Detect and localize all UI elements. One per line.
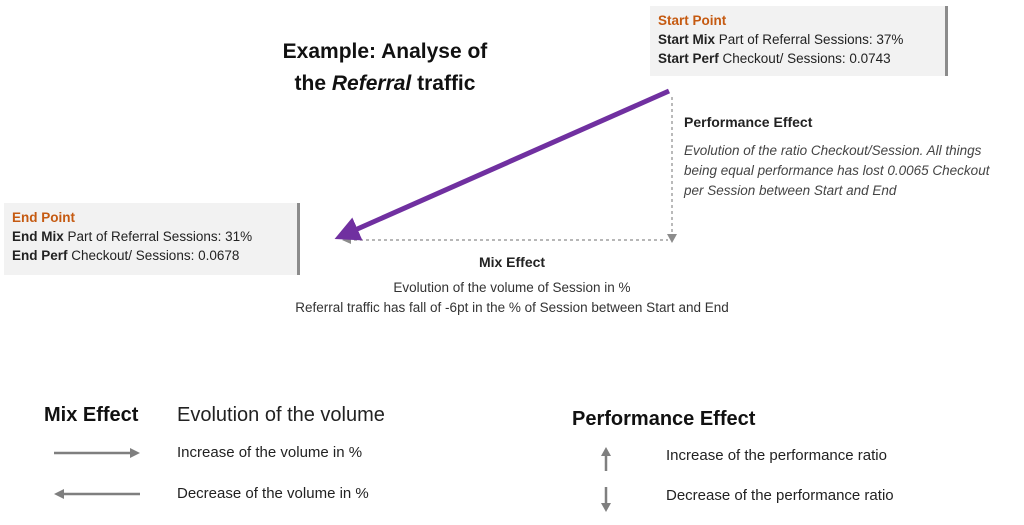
mix-effect-line-2: Referral traffic has fall of -6pt in the… (295, 300, 729, 315)
legend-mix-title: Mix Effect (44, 404, 139, 426)
start-point-box: Start Point Start Mix Part of Referral S… (650, 6, 948, 76)
legend-mix-decrease: Decrease of the volume in % (177, 485, 369, 502)
end-mix-line: End Mix Part of Referral Sessions: 31% (12, 229, 253, 244)
right-arrow-icon (54, 448, 140, 458)
end-perf-line: End Perf Checkout/ Sessions: 0.0678 (12, 248, 240, 263)
title-line-2: the Referral traffic (294, 72, 476, 95)
legend-perf-decrease: Decrease of the performance ratio (666, 487, 894, 504)
main-evolution-arrow (334, 88, 671, 241)
mix-dashed-arrowhead (342, 236, 351, 244)
start-mix-line: Start Mix Part of Referral Sessions: 37% (658, 32, 904, 47)
end-point-box: End Point End Mix Part of Referral Sessi… (4, 203, 300, 275)
up-arrow-icon (601, 447, 611, 471)
legend-mix-subtitle: Evolution of the volume (177, 404, 385, 426)
title-line-1: Example: Analyse of (282, 40, 488, 63)
mix-effect-description: Evolution of the volume of Session in % … (0, 278, 1024, 318)
end-point-header: End Point (12, 210, 75, 225)
performance-effect-description: Evolution of the ratio Checkout/Session.… (684, 143, 990, 198)
title-italic-word: Referral (331, 72, 412, 95)
down-arrow-icon (601, 487, 611, 512)
diagram-title: Example: Analyse of the Referral traffic (245, 36, 525, 100)
legend-mix-increase: Increase of the volume in % (177, 444, 363, 461)
performance-dashed-arrowhead (667, 234, 677, 243)
mix-effect-header: Mix Effect (478, 254, 546, 270)
mix-effect-line-1: Evolution of the volume of Session in % (393, 280, 631, 295)
legend-performance-title: Performance Effect (572, 408, 756, 430)
left-arrow-icon (54, 489, 140, 499)
performance-effect-header: Performance Effect (684, 114, 813, 130)
start-perf-line: Start Perf Checkout/ Sessions: 0.0743 (658, 51, 891, 66)
legend-perf-increase: Increase of the performance ratio (666, 447, 887, 464)
start-point-header: Start Point (658, 13, 727, 28)
